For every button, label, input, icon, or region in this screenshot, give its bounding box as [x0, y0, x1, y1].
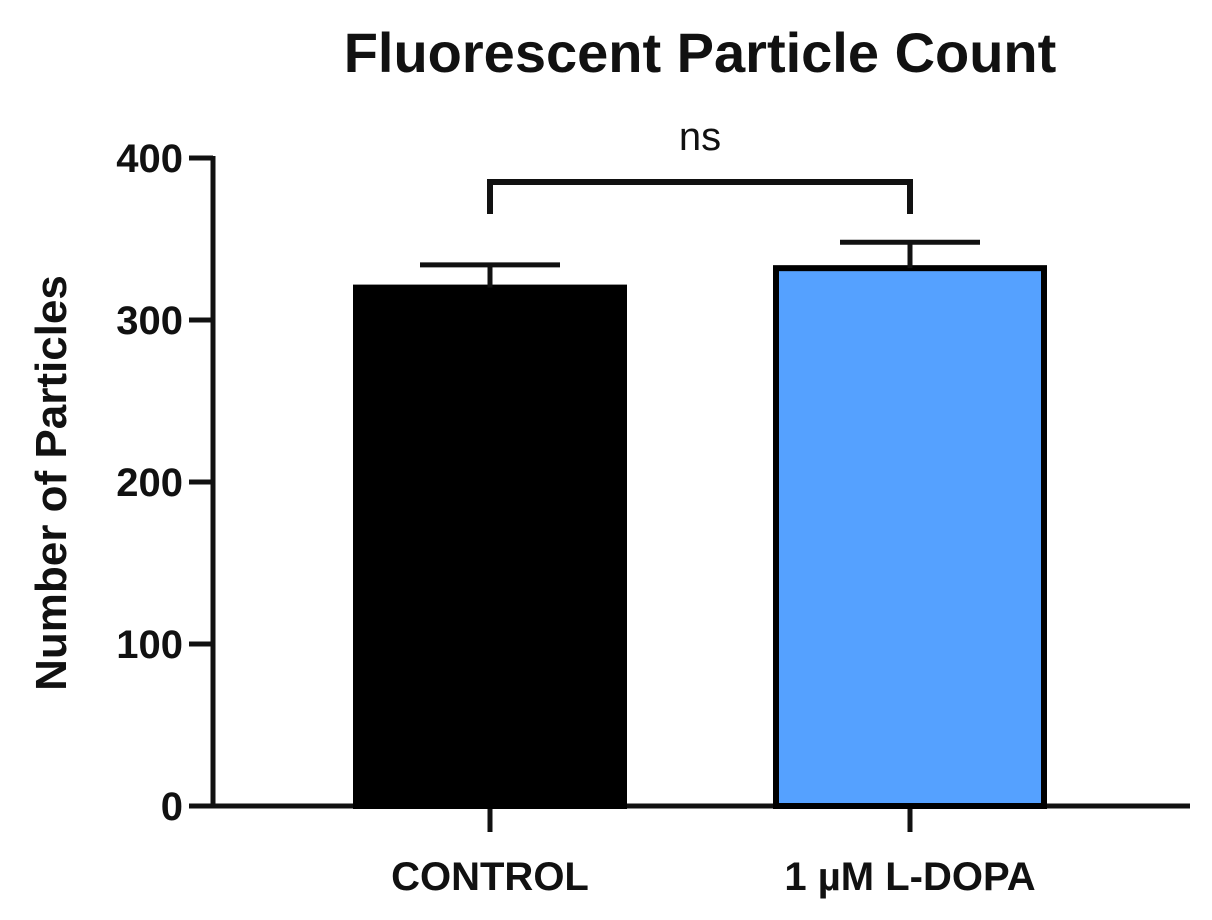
chart-title: Fluorescent Particle Count	[344, 21, 1057, 84]
y-tick-label: 400	[116, 137, 183, 181]
significance-annotation: ns	[487, 115, 913, 214]
bars	[353, 265, 1047, 810]
y-axis-label: Number of Particles	[27, 275, 76, 691]
x-tick-label: CONTROL	[391, 855, 589, 899]
significance-label: ns	[679, 115, 721, 159]
significance-bracket	[487, 179, 913, 214]
bar	[353, 284, 627, 810]
bar	[773, 265, 1047, 810]
y-tick-label: 300	[116, 299, 183, 343]
y-tick-label: 0	[161, 785, 183, 829]
error-bars	[420, 239, 980, 288]
y-tick-label: 100	[116, 623, 183, 667]
x-tick-label: 1 µM L-DOPA	[784, 855, 1035, 899]
y-tick-label: 200	[116, 461, 183, 505]
